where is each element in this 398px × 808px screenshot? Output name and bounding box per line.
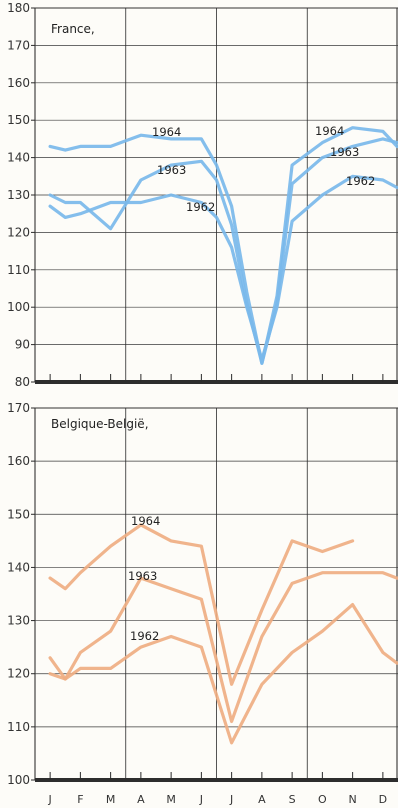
y-tick-label: 160: [7, 76, 30, 90]
x-tick-label: S: [289, 793, 296, 806]
series-label-1963: 1963: [128, 569, 157, 583]
x-tick-label: M: [166, 793, 176, 806]
x-tick-label: A: [258, 793, 266, 806]
y-tick-label: 170: [7, 401, 30, 415]
panel-title: France,: [51, 22, 95, 36]
y-tick-label: 110: [7, 263, 30, 277]
y-tick-label: 80: [15, 375, 30, 389]
y-tick-label: 180: [7, 1, 30, 15]
y-tick-label: 120: [7, 667, 30, 681]
series-label-1963: 1963: [157, 163, 186, 177]
y-tick-label: 110: [7, 720, 30, 734]
series-label-1964: 1964: [152, 125, 181, 139]
y-tick-label: 140: [7, 151, 30, 165]
series-line-1963: [48, 571, 398, 724]
series-label-1962: 1962: [186, 200, 215, 214]
x-tick-label: J: [229, 793, 233, 806]
series-label-1963: 1963: [330, 145, 359, 159]
series-line-1964: [48, 126, 398, 365]
series-label-1962: 1962: [130, 629, 159, 643]
y-tick-label: 150: [7, 113, 30, 127]
x-tick-label: J: [48, 793, 52, 806]
y-tick-label: 170: [7, 38, 30, 52]
panel-title: Belgique-België,: [51, 417, 149, 431]
y-tick-label: 120: [7, 225, 30, 239]
x-tick-label: D: [379, 793, 387, 806]
y-tick-label: 130: [7, 614, 30, 628]
chart-panel-1: 80 90 100 110 120 130 140 150 160 170 180 France, 19…: [7, 1, 398, 389]
series-label-1962: 1962: [346, 174, 375, 188]
series-line-1962: [48, 602, 398, 745]
y-tick-label: 160: [7, 454, 30, 468]
series-label-1964: 1964: [131, 514, 160, 528]
x-tick-label: N: [349, 793, 357, 806]
series-line-1963: [48, 137, 398, 365]
x-tick-label: M: [106, 793, 116, 806]
x-tick-label: O: [318, 793, 327, 806]
x-tick-label: A: [137, 793, 145, 806]
y-tick-label: 140: [7, 560, 30, 574]
y-tick-label: 100: [7, 300, 30, 314]
series-line-1964: [48, 523, 355, 686]
y-tick-label: 90: [15, 338, 30, 352]
y-tick-label: 150: [7, 507, 30, 521]
y-tick-label: 100: [7, 773, 30, 787]
series-line-1962: [48, 174, 398, 362]
x-tick-label: J: [199, 793, 203, 806]
chart-panel-2: 100 110 120 130 140 150 160 170 Belgique-België,…: [7, 401, 398, 806]
series-label-1964: 1964: [315, 124, 344, 138]
x-tick-label: F: [77, 793, 83, 806]
y-tick-label: 130: [7, 188, 30, 202]
